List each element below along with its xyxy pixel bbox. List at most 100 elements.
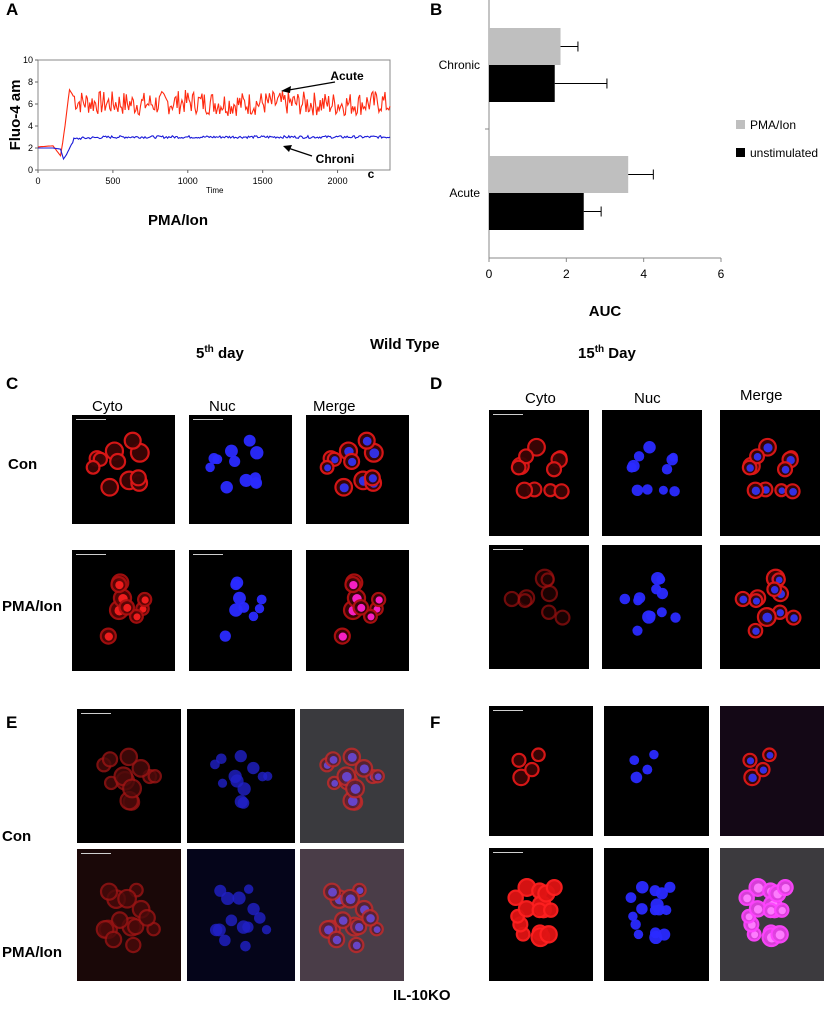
cell-nucleus <box>263 771 273 781</box>
cell-nucleus <box>366 914 375 923</box>
cell-nucleus <box>219 934 231 947</box>
y-tick-label: 8 <box>28 77 33 87</box>
cell-nucleus <box>253 912 266 924</box>
cell-nucleus <box>104 632 113 641</box>
cell-nucleus <box>348 457 357 467</box>
y-tick-label: 10 <box>23 55 33 65</box>
micrograph-d-con-cyto <box>489 410 589 536</box>
calcium-line-chart: 0 500 1000 1500 2000 0 2 4 6 8 10 Time Fluo-4 am Acut… <box>7 55 391 229</box>
cell-nucleus <box>790 614 798 622</box>
cell-nucleus <box>751 486 761 496</box>
cell-nucleus <box>133 613 141 621</box>
annotation-arrow <box>282 81 336 92</box>
cell-nucleus <box>331 456 339 464</box>
micrograph-e-con-nuc <box>187 709 295 843</box>
cell-nucleus <box>632 625 643 636</box>
cell-nucleus <box>240 940 251 952</box>
cell <box>104 930 123 949</box>
series-line-acute <box>37 88 391 157</box>
cell-nucleus <box>123 603 132 612</box>
cell-nucleus <box>331 780 339 787</box>
cell-nucleus <box>658 928 671 941</box>
cell-nucleus <box>739 595 748 604</box>
cell-nucleus <box>350 784 361 794</box>
bar <box>489 65 555 102</box>
cell-nucleus <box>631 484 644 497</box>
cell <box>109 452 127 470</box>
panel-label-b: B <box>430 0 443 19</box>
cell <box>123 431 142 450</box>
cell-nucleus <box>642 764 653 775</box>
y-tick-label: 4 <box>28 121 33 131</box>
x-tick-label: 2 <box>563 267 570 281</box>
cell-nucleus <box>234 795 248 809</box>
day5-header: 5th day <box>196 344 244 362</box>
cell-nucleus <box>220 481 233 494</box>
cell-nucleus <box>359 764 369 774</box>
cell <box>545 461 563 478</box>
cell <box>527 437 546 457</box>
cell-nucleus <box>664 881 676 893</box>
cell-nucleus <box>753 883 764 893</box>
cell-nucleus <box>349 580 358 590</box>
cell-nucleus <box>214 884 227 897</box>
col-header-cyto: Cyto <box>525 390 556 407</box>
cell-nucleus <box>656 574 666 585</box>
cell-nucleus <box>219 630 231 642</box>
cell-nucleus <box>347 796 358 806</box>
cell-nucleus <box>238 601 250 613</box>
cell-nucleus <box>367 613 375 621</box>
cell-nucleus <box>753 453 762 461</box>
cell-nucleus <box>746 464 754 472</box>
micrograph-f-pma-merge <box>720 848 824 981</box>
cell-nucleus <box>239 473 253 487</box>
y-tick-label: 2 <box>28 143 33 153</box>
row-label-con: Con <box>2 828 32 845</box>
cell <box>119 747 139 767</box>
cell-nucleus <box>658 485 668 495</box>
cell-nucleus <box>628 911 638 922</box>
category-label: Acute <box>449 186 480 200</box>
cell-nucleus <box>661 464 673 475</box>
cell-nucleus <box>225 444 238 458</box>
cell-nucleus <box>249 472 261 484</box>
cell-nucleus <box>338 632 347 641</box>
micrograph-f-con-merge <box>720 706 824 836</box>
micrograph-e-pma-cyto <box>77 849 181 981</box>
cell-nucleus <box>375 596 383 604</box>
cell <box>554 609 571 626</box>
cell <box>539 925 558 944</box>
cell-nucleus <box>775 576 783 584</box>
cell-nucleus <box>217 778 228 788</box>
micrograph-c-pma-cyto <box>72 550 175 671</box>
cell-nucleus <box>759 766 768 774</box>
cell-nucleus <box>748 773 757 783</box>
cell-nucleus <box>215 753 227 765</box>
cell-nucleus <box>209 923 223 937</box>
wild-type-header: Wild Type <box>370 336 440 353</box>
x-axis-label: Time <box>206 186 224 195</box>
cell <box>510 459 527 476</box>
micrograph-d-pma-merge <box>720 545 820 669</box>
cell-nucleus <box>232 891 246 905</box>
cell-nucleus <box>332 935 342 945</box>
cell-nucleus <box>775 930 785 940</box>
micrograph-d-con-nuc <box>602 410 702 536</box>
cell-nucleus <box>347 752 357 762</box>
micrograph-f-con-cyto <box>489 706 593 836</box>
auc-bar-chart: 0 2 4 6 AUC Chronic Acute PMA/Ion unstimulated <box>439 0 818 320</box>
cell <box>503 590 520 608</box>
micrograph-c-con-merge <box>306 415 409 524</box>
cell-nucleus <box>254 604 265 614</box>
cell-nucleus <box>767 907 775 915</box>
cell <box>100 477 120 497</box>
cell-nucleus <box>670 612 681 623</box>
panel-label-d: D <box>430 374 443 393</box>
cell-nucleus <box>633 595 643 606</box>
chart-subtitle: PMA/Ion <box>148 212 208 229</box>
cell-nucleus <box>745 913 753 921</box>
cell-nucleus <box>626 462 637 473</box>
annotation-chronic: Chroni <box>316 152 355 166</box>
x-tick-label: 6 <box>718 267 725 281</box>
cell-nucleus <box>250 446 264 460</box>
